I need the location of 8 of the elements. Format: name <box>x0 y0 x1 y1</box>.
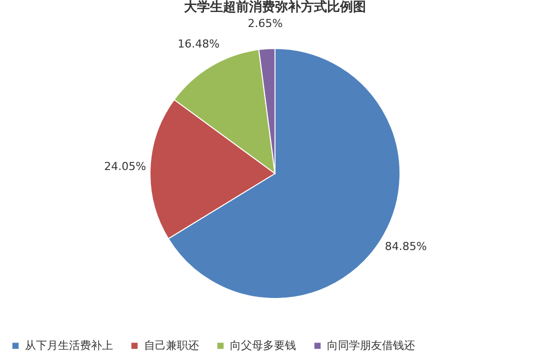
legend-label: 自己兼职还 <box>144 338 199 352</box>
legend-label: 向父母多要钱 <box>230 338 296 352</box>
data-label: 84.85% <box>384 240 427 253</box>
data-label: 24.05% <box>104 160 146 174</box>
legend-label: 从下月生活费补上 <box>25 338 113 352</box>
data-label: 2.65% <box>248 16 283 30</box>
legend-label: 向同学朋友借钱还 <box>327 338 415 352</box>
data-label: 16.48% <box>178 37 220 50</box>
